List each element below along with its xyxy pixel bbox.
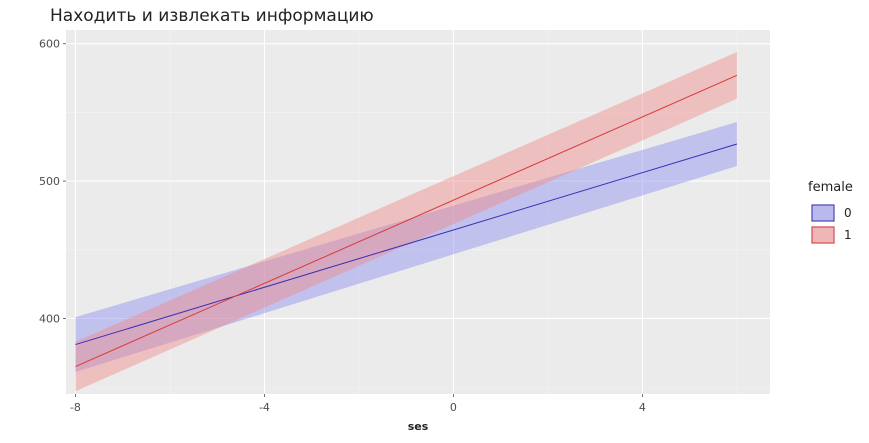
x-tick-label: -4 xyxy=(259,401,270,414)
legend-key-female-0 xyxy=(811,204,835,222)
legend-label: 1 xyxy=(844,228,852,242)
y-tick-label: 500 xyxy=(39,175,60,188)
legend-title: female xyxy=(808,180,853,195)
ribbon-female-0 xyxy=(75,122,737,373)
legend-label: 0 xyxy=(844,206,852,220)
series-lines xyxy=(75,74,738,367)
y-axis: 400 500 600 xyxy=(39,38,66,325)
confidence-ribbons xyxy=(75,51,737,392)
legend-keys: 01 xyxy=(811,204,852,244)
x-tick-label: 0 xyxy=(450,401,457,414)
plot-panel xyxy=(66,30,770,394)
chart-title: Находить и извлекать информацию xyxy=(50,6,374,26)
y-tick-label: 600 xyxy=(39,38,60,51)
x-axis: -8 -4 0 4 xyxy=(70,394,646,414)
x-tick-label: 4 xyxy=(639,401,646,414)
line-female-0 xyxy=(75,143,738,346)
x-axis-title: ses xyxy=(408,420,429,433)
x-tick-label: -8 xyxy=(70,401,81,414)
ribbon-female-1 xyxy=(75,51,737,392)
line-female-1 xyxy=(75,74,738,367)
y-tick-label: 400 xyxy=(39,312,60,325)
legend: female 01 xyxy=(808,180,853,244)
grid-major xyxy=(66,30,770,394)
legend-key-female-1 xyxy=(811,226,835,244)
